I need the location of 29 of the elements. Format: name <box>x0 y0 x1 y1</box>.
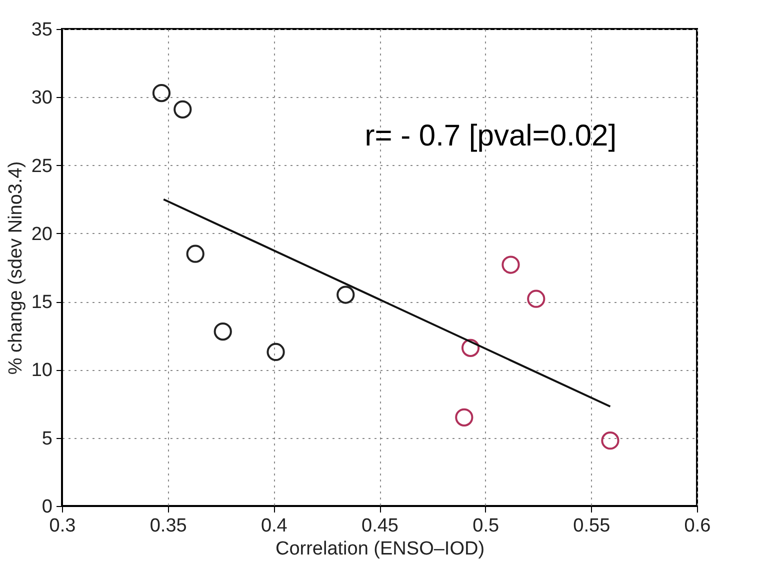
y-axis-title: % change (sdev Nino3.4) <box>5 161 26 375</box>
y-tick-label: 0 <box>42 496 52 518</box>
x-tick-label: 0.5 <box>472 516 500 536</box>
x-tick-label: 0.45 <box>362 516 398 536</box>
y-tick-label: 10 <box>31 360 52 382</box>
y-tick-label: 20 <box>31 224 52 245</box>
point <box>502 256 520 274</box>
y-tick-label: 30 <box>31 88 52 109</box>
point <box>527 290 546 308</box>
point <box>601 432 620 450</box>
y-tick-label: 5 <box>42 428 52 450</box>
x-tick-label: 0.55 <box>573 516 610 536</box>
point <box>266 342 285 362</box>
y-tick-label: 15 <box>31 292 52 314</box>
point <box>455 408 474 426</box>
y-tick-label: 25 <box>31 156 52 177</box>
point <box>174 100 192 118</box>
point <box>461 338 480 357</box>
point <box>152 84 171 102</box>
x-tick-label: 0.3 <box>49 516 76 536</box>
point <box>336 286 355 304</box>
x-tick-label: 0.4 <box>260 516 288 536</box>
point <box>214 322 232 341</box>
x-tick-label: 0.35 <box>150 516 187 536</box>
x-axis-title: Correlation (ENSO–IOD) <box>275 538 485 560</box>
x-tick-label: 0.6 <box>684 516 711 536</box>
y-tick-label: 35 <box>31 20 52 40</box>
annotation: r= - 0.7 [pval=0.02] <box>364 119 617 152</box>
point <box>186 244 204 263</box>
